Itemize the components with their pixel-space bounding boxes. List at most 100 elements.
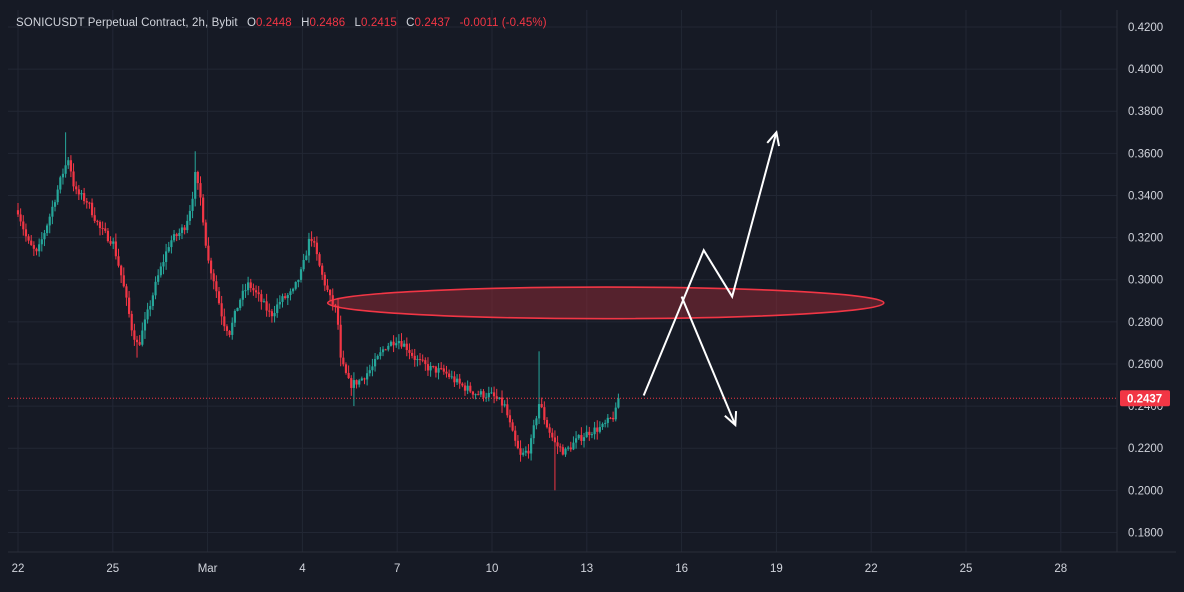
candle-body — [458, 378, 461, 384]
candle-body — [577, 435, 580, 439]
candle-body — [72, 171, 75, 187]
candle-body — [384, 349, 387, 351]
candle-body — [508, 415, 512, 423]
bullish-scenario-arrow[interactable] — [642, 132, 778, 396]
candle-body — [135, 339, 139, 343]
candle-body — [360, 378, 363, 381]
candle-body — [188, 210, 192, 221]
candle-body — [588, 431, 591, 436]
candle-body — [381, 349, 385, 353]
candle-body — [434, 366, 437, 373]
candle-body — [596, 427, 599, 432]
candle-body — [186, 220, 189, 231]
candle-body — [98, 221, 102, 229]
candle-body — [180, 227, 184, 233]
x-tick-label: Mar — [198, 563, 218, 575]
candle-body — [27, 236, 30, 241]
bearish-scenario-arrow[interactable] — [680, 296, 737, 426]
candle-body — [572, 442, 575, 450]
candle-body — [130, 313, 133, 331]
time-axis[interactable]: 22 25 Mar 4 7 10 13 16 19 22 25 28 — [12, 563, 1068, 575]
candle-body — [352, 380, 356, 388]
candle-body — [162, 262, 165, 267]
close-label: C — [406, 17, 415, 29]
candle-body — [329, 289, 332, 296]
candle-body — [358, 380, 361, 385]
candle-body — [183, 227, 186, 231]
x-tick-label: 10 — [486, 563, 499, 575]
candle-body — [580, 435, 583, 441]
price-axis[interactable]: 0.4200 0.4000 0.3800 0.3600 0.3400 0.3200 0.30… — [1128, 22, 1163, 539]
candle-body — [157, 275, 160, 282]
y-tick-label: 0.3600 — [1128, 148, 1163, 160]
candle-body — [114, 241, 117, 257]
candle-body — [90, 202, 94, 216]
candle-body — [530, 438, 533, 454]
candle-body — [617, 398, 620, 408]
candle-body — [609, 417, 612, 419]
candle-body — [432, 365, 435, 367]
candle-body — [273, 313, 276, 317]
candle-body — [514, 430, 517, 441]
candle-body — [368, 370, 371, 374]
candle-body — [559, 446, 562, 448]
candle-body — [257, 292, 260, 295]
scenario-arrows[interactable] — [642, 130, 780, 428]
candle-body — [141, 330, 144, 345]
candle-body — [61, 173, 65, 178]
candle-body — [138, 342, 141, 345]
candle-body — [175, 234, 178, 237]
bearish-scenario-arrow-head[interactable] — [724, 411, 738, 428]
candle-body — [122, 275, 125, 287]
candle-body — [442, 368, 445, 372]
candle-body — [339, 324, 342, 358]
candle-body — [194, 172, 197, 199]
candle-body — [120, 265, 123, 276]
candle-body — [209, 260, 213, 274]
candle-body — [445, 371, 448, 374]
candle-body — [321, 265, 324, 275]
candle-body — [35, 248, 38, 252]
candle-body — [83, 193, 86, 202]
candle-body — [299, 269, 303, 280]
candle-body — [373, 359, 377, 367]
candle-body — [307, 238, 311, 256]
high-value: 0.2486 — [309, 17, 346, 29]
candle-body — [524, 450, 527, 453]
candle-body — [545, 419, 549, 428]
candle-body — [511, 422, 514, 431]
candle-body — [516, 440, 519, 449]
candle-body — [284, 296, 287, 299]
candle-body — [30, 240, 33, 246]
last-price-label: 0.2437 — [1127, 393, 1162, 405]
bullish-scenario-arrow-head[interactable] — [766, 130, 780, 147]
change-value: -0.0011 (-0.45%) — [459, 17, 547, 29]
candle-body — [612, 417, 615, 420]
candle-body — [278, 301, 281, 305]
candle-body — [159, 266, 162, 276]
candle-body — [225, 326, 229, 331]
y-tick-label: 0.2800 — [1128, 317, 1163, 329]
candle-body — [215, 281, 218, 292]
candle-body — [485, 397, 488, 399]
candle-body — [461, 383, 464, 386]
symbol-title[interactable]: SONICUSDT Perpetual Contract, 2h, Bybit — [16, 17, 238, 29]
candle-body — [403, 343, 406, 347]
candle-body — [244, 290, 247, 292]
candle-body — [606, 417, 609, 423]
candle-body — [143, 319, 147, 331]
open-value: 0.2448 — [255, 17, 292, 29]
candle-body — [212, 273, 215, 282]
candle-body — [413, 355, 416, 360]
candle-body — [241, 290, 244, 300]
candle-body — [424, 360, 427, 365]
candle-body — [506, 404, 509, 416]
candle-body — [532, 425, 535, 439]
candle-body — [67, 160, 70, 166]
candle-body — [239, 299, 242, 308]
candle-body — [440, 368, 443, 370]
resistance-zone-ellipse[interactable] — [326, 286, 885, 320]
x-tick-label: 4 — [299, 563, 306, 575]
candle-body — [323, 274, 326, 286]
